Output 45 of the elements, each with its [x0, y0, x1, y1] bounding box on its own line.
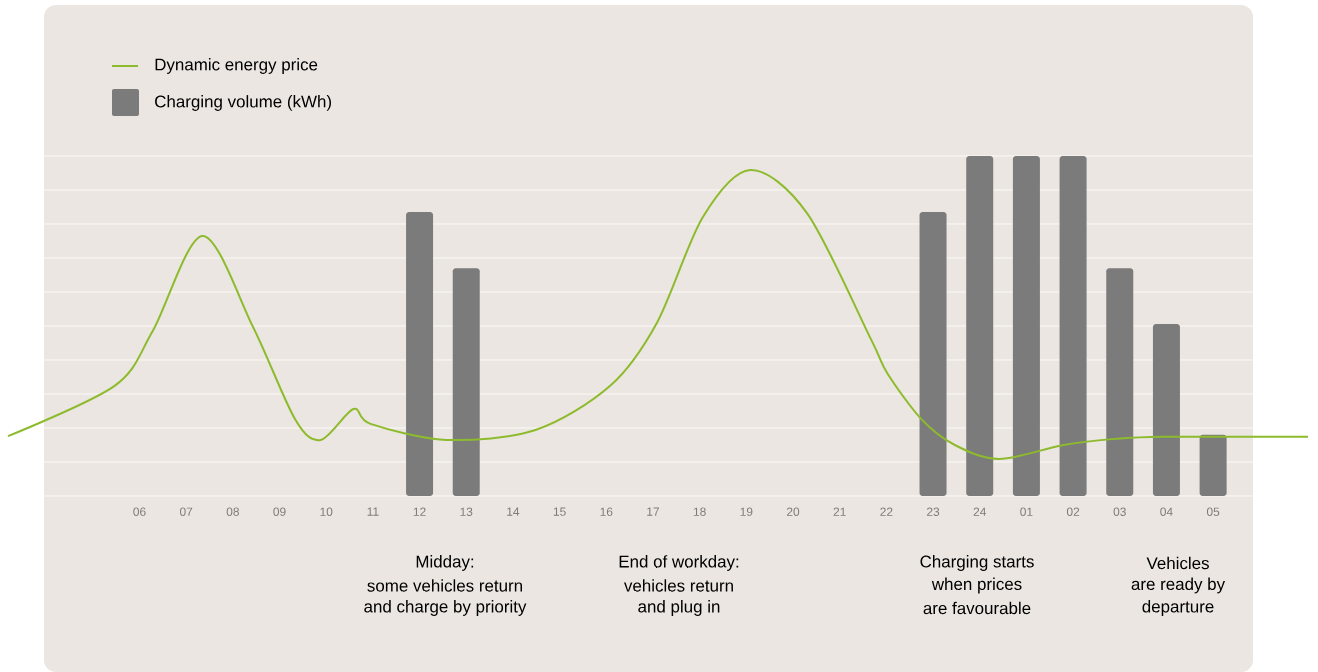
- text: some vehicles return: [367, 579, 522, 592]
- text: and plug in: [638, 600, 720, 616]
- x-tick-label: 10: [320, 507, 333, 516]
- x-tick-label: 16: [600, 507, 613, 516]
- text: and charge by priority: [364, 600, 527, 616]
- legend-label: Charging volume (kWh): [155, 95, 332, 111]
- x-tick-label: 17: [647, 507, 660, 516]
- text: Vehicles: [1146, 556, 1209, 570]
- bar: [1106, 268, 1134, 496]
- x-tick-label: 04: [1160, 507, 1173, 516]
- x-tick-label: 19: [740, 507, 753, 516]
- x-tick-label: 23: [926, 507, 940, 516]
- text: are favourable: [923, 601, 1031, 615]
- text: are ready by: [1131, 577, 1226, 594]
- x-tick-label: 14: [507, 507, 520, 516]
- x-tick-label: 05: [1206, 507, 1220, 516]
- legend-label: Dynamic energy price: [155, 58, 318, 74]
- x-tick-label: 20: [786, 507, 800, 516]
- x-tick-label: 11: [367, 507, 379, 516]
- text: Charging starts: [920, 555, 1034, 571]
- x-tick-label: 03: [1113, 507, 1126, 516]
- x-tick-label: 09: [273, 507, 286, 516]
- bar: [919, 212, 947, 496]
- bar: [1059, 155, 1087, 496]
- x-tick-label: 18: [693, 507, 706, 516]
- text: when prices: [931, 577, 1022, 594]
- x-tick-label: 13: [460, 507, 473, 516]
- x-tick-label: 06: [133, 507, 146, 516]
- x-tick-label: 22: [880, 507, 893, 516]
- x-tick-label: 21: [833, 507, 846, 516]
- bar: [966, 155, 994, 496]
- x-tick-label: 02: [1066, 507, 1080, 516]
- bar: [1199, 434, 1227, 496]
- x-tick-label: 01: [1020, 507, 1033, 516]
- bar: [1012, 155, 1040, 496]
- text: Midday:: [416, 555, 474, 571]
- text: vehicles return: [624, 579, 733, 592]
- x-tick-label: 24: [973, 507, 987, 516]
- text: End of workday:: [619, 555, 739, 571]
- bar: [1152, 323, 1180, 496]
- x-tick-label: 07: [179, 507, 193, 516]
- x-tick-label: 12: [413, 507, 426, 516]
- x-tick-label: 15: [553, 507, 566, 516]
- text: departure: [1142, 600, 1214, 616]
- x-tick-label: 08: [226, 507, 239, 516]
